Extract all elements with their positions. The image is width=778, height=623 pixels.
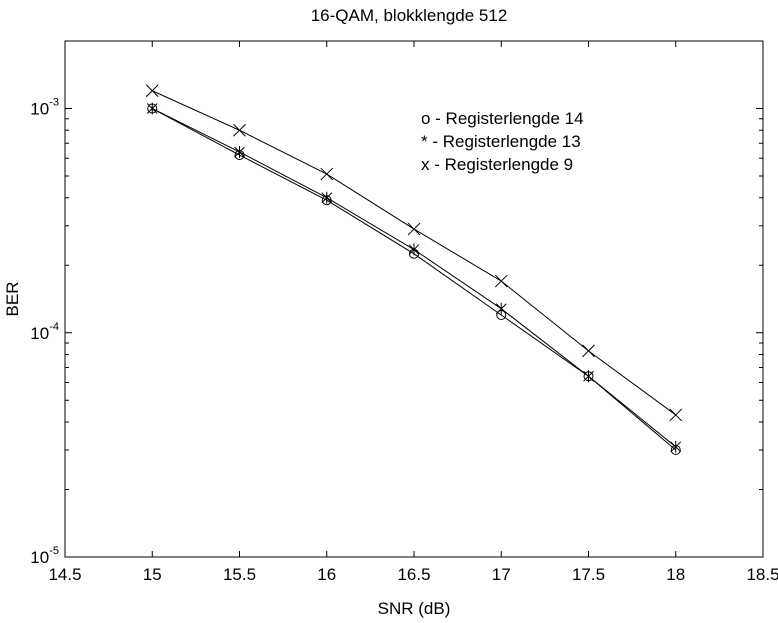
x-tick-label: 17.5 [572,565,605,584]
series-layer [145,84,683,456]
legend-entry: * - Registerlengde 13 [421,132,581,151]
y-axis-label: BER [3,282,22,317]
legend: o - Registerlengde 14 * - Registerlengde … [421,109,584,174]
y-axis: 10-3 10-4 10-5 [30,40,763,567]
x-tick-label: 16 [317,565,336,584]
series-line-2 [152,108,677,448]
data-point-cross [407,222,421,236]
data-point-cross [669,408,683,422]
x-axis: 14.5 15 15.5 16 16.5 17 17.5 18 18.5 [48,41,778,584]
data-point-cross [233,123,246,137]
data-point-star [495,302,507,315]
x-tick-label: 15.5 [223,565,256,584]
series-line-1 [152,108,677,451]
plot-frame [64,40,764,558]
x-tick-label: 14.5 [48,565,81,584]
data-point-star [146,102,158,115]
x-tick-label: 16.5 [397,565,430,584]
data-point-cross [145,84,159,98]
legend-entry: x - Registerlengde 9 [421,155,573,174]
data-point-cross [494,274,508,288]
data-point-star [583,370,594,383]
data-point-star [234,145,245,158]
data-point-star [670,440,682,453]
y-tick-label: 10-4 [30,321,59,343]
data-point-cross [320,167,334,181]
x-axis-label: SNR (dB) [378,599,451,618]
data-point-star [321,191,333,204]
legend-entry: o - Registerlengde 14 [421,109,584,128]
data-point-cross [582,344,595,358]
x-tick-label: 18.5 [746,565,778,584]
x-tick-label: 15 [143,565,162,584]
chart-title: 16-QAM, blokklengde 512 [311,6,508,25]
y-tick-label: 10-5 [30,545,59,567]
data-point-star [408,243,420,256]
y-tick-label: 10-3 [30,97,59,119]
x-tick-label: 18 [666,565,685,584]
x-tick-label: 17 [492,565,511,584]
